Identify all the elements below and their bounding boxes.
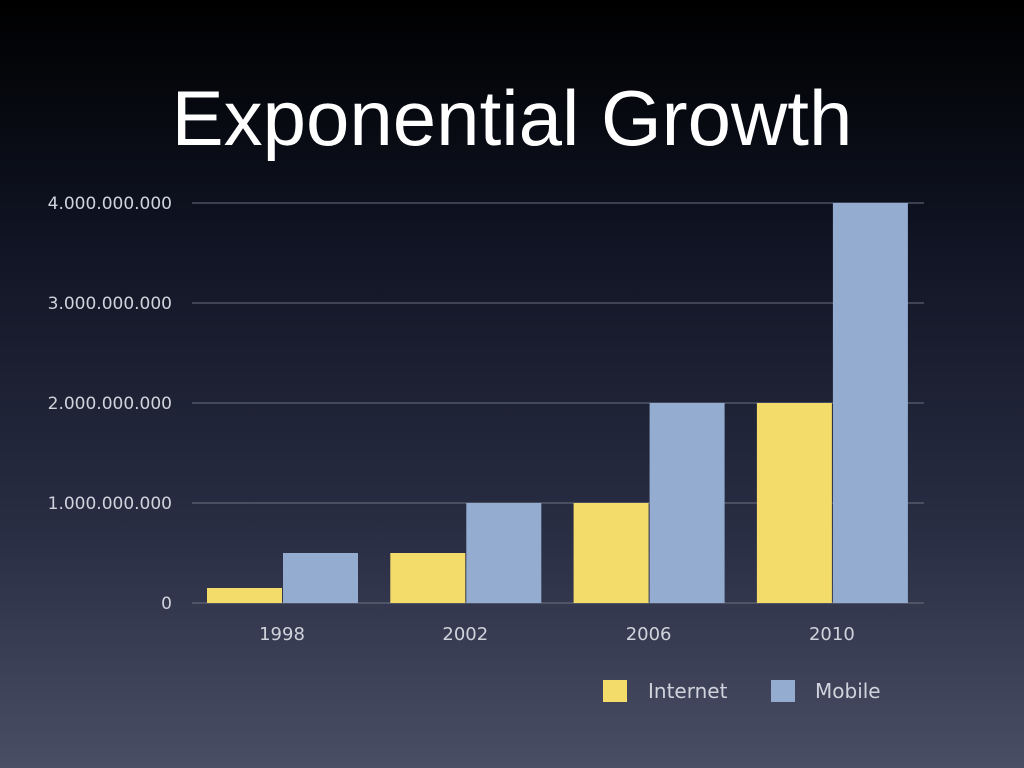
bar-internet-2010: [756, 403, 832, 603]
y-axis-labels: 0 1.000.000.000 2.000.000.000 3.000.000.000…: [48, 194, 172, 614]
legend-swatch-mobile: [771, 680, 795, 702]
y-tick-label: 1.000.000.000: [48, 494, 172, 514]
slide-title: Exponential Growth: [171, 74, 853, 162]
bar-mobile-2010: [832, 203, 908, 603]
x-tick-label: 2006: [626, 624, 672, 645]
x-axis-labels: 1998 2002 2006 2010: [259, 624, 855, 645]
x-tick-label: 2002: [442, 624, 488, 645]
bar-mobile-2006: [649, 403, 725, 603]
bar-mobile-2002: [466, 503, 542, 603]
legend-swatch-internet: [603, 680, 627, 702]
y-tick-label: 0: [161, 594, 172, 614]
y-tick-label: 2.000.000.000: [48, 394, 172, 414]
y-tick-label: 4.000.000.000: [48, 194, 172, 214]
legend-label-internet: Internet: [648, 679, 728, 703]
bars: [207, 203, 908, 603]
bar-internet-1998: [207, 588, 282, 603]
x-tick-label: 1998: [259, 624, 305, 645]
legend-label-mobile: Mobile: [815, 679, 881, 703]
bar-mobile-1998: [283, 553, 358, 603]
bar-internet-2002: [390, 553, 466, 603]
x-tick-label: 2010: [809, 624, 855, 645]
legend: Internet Mobile: [603, 679, 881, 703]
bar-internet-2006: [573, 503, 649, 603]
y-tick-label: 3.000.000.000: [48, 294, 172, 314]
